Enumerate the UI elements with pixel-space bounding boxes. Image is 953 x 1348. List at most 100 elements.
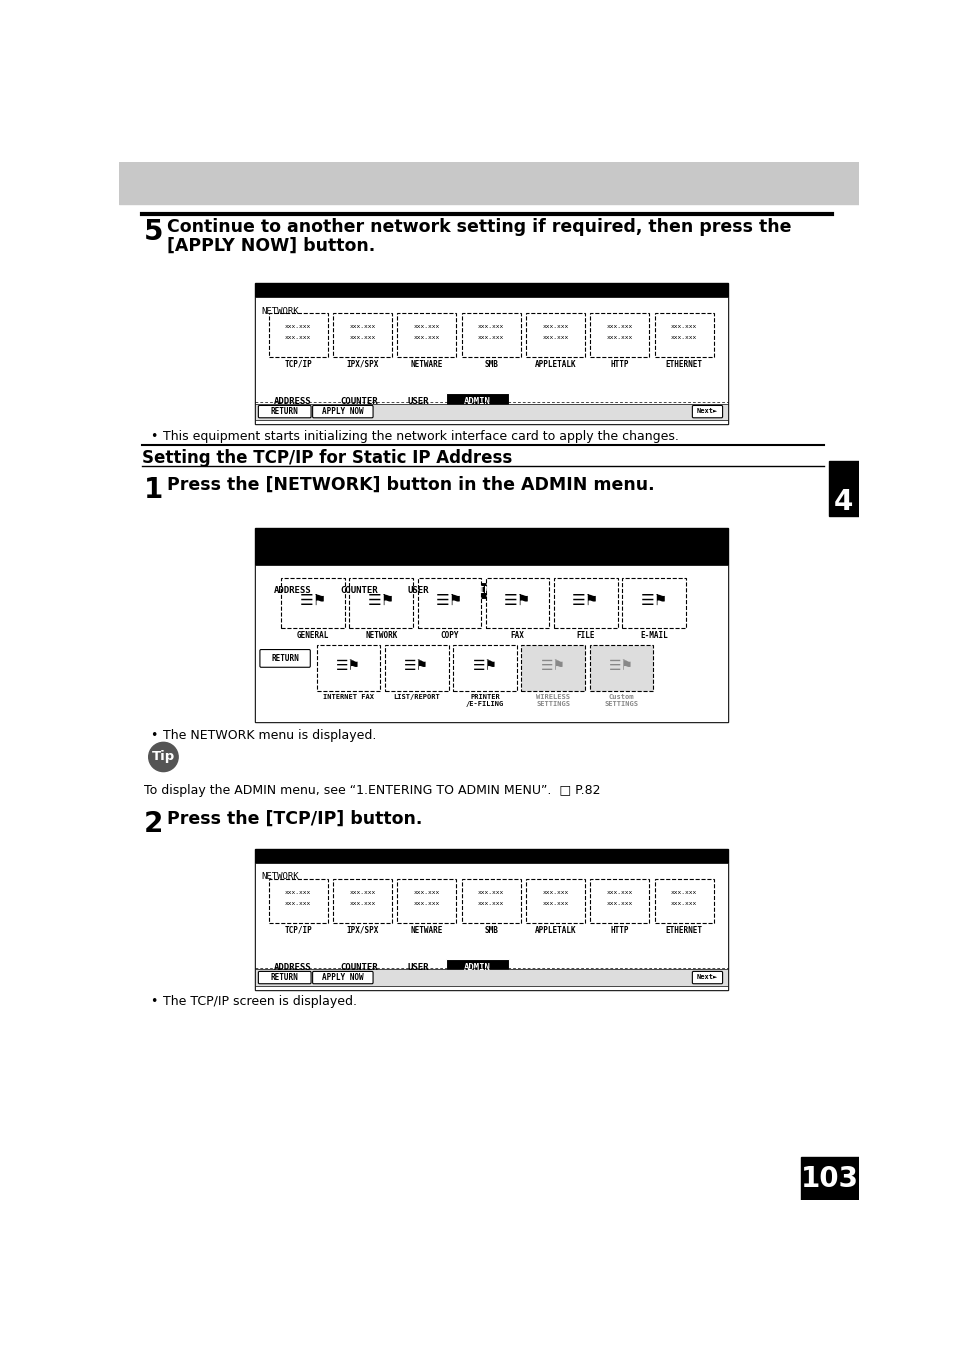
Text: APPLY NOW: APPLY NOW [321, 407, 363, 415]
Bar [461, 879, 520, 923]
Text: xxx.xxx: xxx.xxx [414, 334, 439, 340]
Text: ADDRESS: ADDRESS [274, 586, 312, 596]
Text: xxx.xxx: xxx.xxx [542, 334, 568, 340]
Text: USER: USER [407, 586, 428, 596]
Text: GENERAL: GENERAL [296, 631, 329, 640]
Text: ETHERNET: ETHERNET [665, 926, 702, 934]
Bar [590, 879, 649, 923]
Text: ETHERNET: ETHERNET [665, 360, 702, 368]
Text: COUNTER: COUNTER [339, 962, 377, 972]
Text: COUNTER: COUNTER [339, 396, 377, 406]
Text: xxx.xxx: xxx.xxx [606, 890, 633, 895]
Text: xxx.xxx: xxx.xxx [349, 890, 375, 895]
Bar [393, 392, 443, 410]
Bar [445, 392, 509, 410]
Text: NETWORK: NETWORK [261, 872, 298, 882]
Text: TCP/IP: TCP/IP [284, 360, 312, 368]
Text: To display the ADMIN menu, see “1.ENTERING TO ADMIN MENU”.  □ P.82: To display the ADMIN menu, see “1.ENTERI… [144, 785, 600, 797]
Text: FAX: FAX [510, 631, 524, 640]
Text: IPX/SPX: IPX/SPX [346, 360, 378, 368]
Bar [453, 644, 517, 690]
Text: The TCP/IP screen is displayed.: The TCP/IP screen is displayed. [162, 995, 356, 1008]
Text: xxx.xxx: xxx.xxx [670, 890, 697, 895]
Bar [254, 565, 727, 723]
Bar [269, 313, 328, 357]
Bar [485, 577, 549, 628]
Bar [590, 313, 649, 357]
Text: NETWORK: NETWORK [365, 631, 397, 640]
Text: xxx.xxx: xxx.xxx [477, 890, 504, 895]
Text: APPLY NOW: APPLY NOW [321, 973, 363, 981]
Text: This equipment starts initializing the network interface card to apply the chang: This equipment starts initializing the n… [162, 430, 678, 442]
FancyBboxPatch shape [313, 406, 373, 418]
Text: ☰⚑: ☰⚑ [639, 593, 667, 608]
Text: ADMIN: ADMIN [463, 586, 490, 596]
Text: xxx.xxx: xxx.xxx [349, 324, 375, 329]
Text: xxx.xxx: xxx.xxx [606, 900, 633, 906]
Text: xxx.xxx: xxx.xxx [285, 900, 311, 906]
Bar [621, 577, 685, 628]
Text: TCP/IP: TCP/IP [284, 926, 312, 934]
Text: xxx.xxx: xxx.xxx [349, 900, 375, 906]
Text: USER: USER [407, 962, 428, 972]
Bar [445, 582, 509, 599]
Text: LIST/REPORT: LIST/REPORT [393, 694, 439, 700]
Bar [254, 403, 727, 421]
Bar [281, 577, 344, 628]
Text: ADMIN: ADMIN [463, 396, 490, 406]
Text: APPLETALK: APPLETALK [535, 360, 576, 368]
Bar [316, 644, 380, 690]
Text: RETURN: RETURN [270, 973, 298, 981]
Text: APPLETALK: APPLETALK [535, 926, 576, 934]
Bar [261, 958, 324, 976]
Text: USER: USER [407, 396, 428, 406]
Bar [254, 969, 727, 987]
Text: xxx.xxx: xxx.xxx [477, 324, 504, 329]
Text: xxx.xxx: xxx.xxx [670, 900, 697, 906]
Text: •: • [150, 430, 157, 442]
Text: •: • [150, 729, 157, 743]
Bar [393, 582, 443, 599]
Text: ADDRESS: ADDRESS [274, 396, 312, 406]
Bar [445, 958, 509, 976]
Text: xxx.xxx: xxx.xxx [285, 334, 311, 340]
Text: ☰⚑: ☰⚑ [472, 659, 497, 673]
Text: ☰⚑: ☰⚑ [299, 593, 326, 608]
Text: xxx.xxx: xxx.xxx [349, 334, 375, 340]
Text: RETURN: RETURN [271, 654, 298, 663]
Bar [327, 958, 390, 976]
Bar [554, 577, 617, 628]
FancyBboxPatch shape [692, 972, 721, 984]
Bar [525, 313, 584, 357]
Bar [269, 879, 328, 923]
Text: xxx.xxx: xxx.xxx [477, 900, 504, 906]
Bar [397, 879, 456, 923]
Text: ☰⚑: ☰⚑ [367, 593, 395, 608]
Bar [654, 313, 713, 357]
Text: ADMIN: ADMIN [463, 962, 490, 972]
Bar [333, 313, 392, 357]
Text: 103: 103 [801, 1165, 858, 1193]
FancyBboxPatch shape [259, 650, 310, 667]
Bar [327, 582, 390, 599]
Bar [261, 392, 324, 410]
Bar [801, 1158, 858, 1200]
Text: INTERNET FAX: INTERNET FAX [323, 694, 374, 700]
Text: IPX/SPX: IPX/SPX [346, 926, 378, 934]
Text: SMB: SMB [484, 926, 497, 934]
Bar [333, 879, 392, 923]
Bar [254, 863, 727, 989]
Bar [385, 644, 448, 690]
Text: Press the [NETWORK] button in the ADMIN menu.: Press the [NETWORK] button in the ADMIN … [167, 476, 655, 493]
Text: ☰⚑: ☰⚑ [436, 593, 462, 608]
Bar [393, 958, 443, 976]
Text: xxx.xxx: xxx.xxx [285, 324, 311, 329]
Bar [254, 283, 727, 423]
Text: ☰⚑: ☰⚑ [608, 659, 634, 673]
FancyBboxPatch shape [692, 406, 721, 418]
Text: RETURN: RETURN [270, 407, 298, 415]
Text: Setting the TCP/IP for Static IP Address: Setting the TCP/IP for Static IP Address [142, 449, 512, 466]
Text: COUNTER: COUNTER [339, 586, 377, 596]
Bar [261, 582, 324, 599]
FancyBboxPatch shape [313, 972, 373, 984]
